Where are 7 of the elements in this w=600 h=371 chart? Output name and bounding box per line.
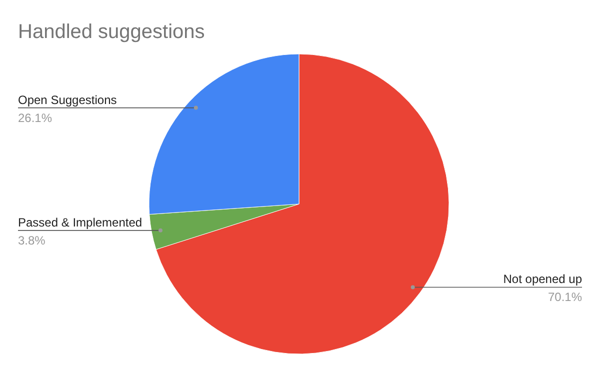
- slice-label: Open Suggestions: [18, 92, 117, 107]
- data-label: 26.1%: [18, 110, 52, 125]
- chart-title: Handled suggestions: [18, 21, 205, 43]
- data-label: 3.8%: [18, 233, 46, 248]
- data-label: 70.1%: [548, 290, 582, 304]
- slice-label: Passed & Implemented: [18, 215, 142, 230]
- slice-label: Not opened up: [503, 272, 582, 286]
